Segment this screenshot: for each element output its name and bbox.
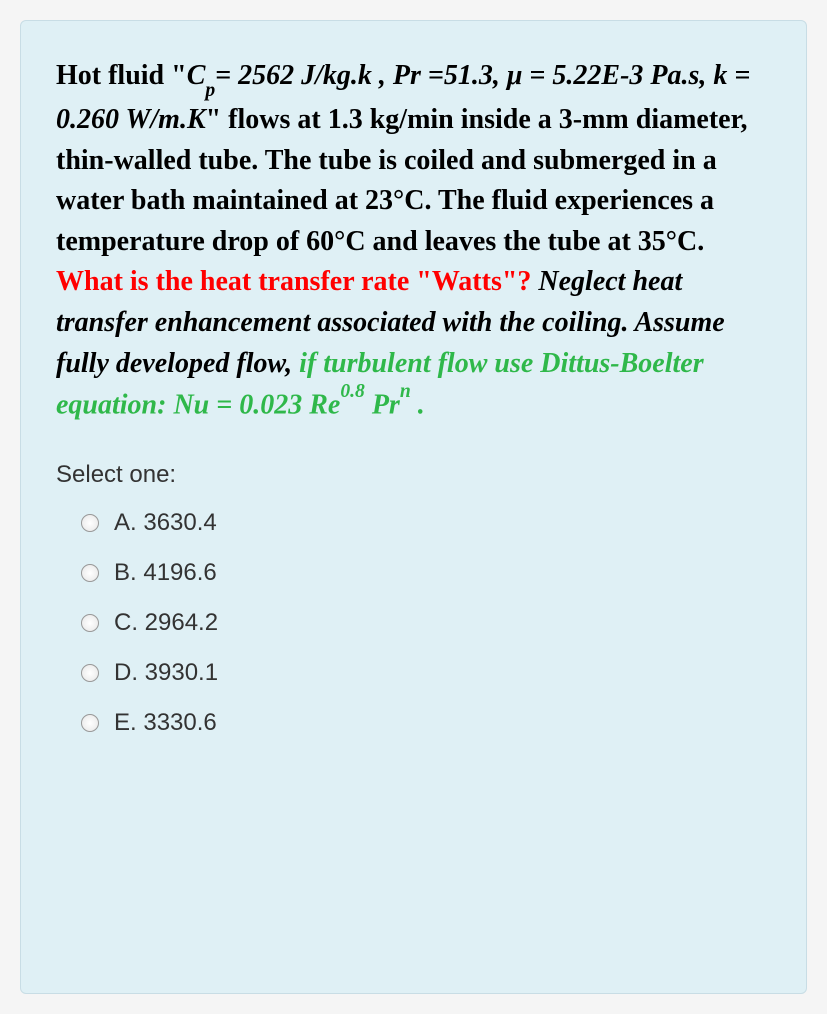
option-b[interactable]: B. 4196.6 [81, 559, 771, 587]
radio-icon[interactable] [81, 664, 99, 682]
option-c[interactable]: C. 2964.2 [81, 609, 771, 637]
option-e[interactable]: E. 3330.6 [81, 709, 771, 737]
radio-icon[interactable] [81, 514, 99, 532]
question-sup-1: 0.8 [340, 381, 365, 402]
question-equation-mid: Pr [365, 389, 400, 420]
option-label: A. 3630.4 [114, 509, 217, 537]
question-container: Hot fluid "Cp= 2562 J/kg.k , Pr =51.3, μ… [20, 20, 807, 994]
options-list: A. 3630.4 B. 4196.6 C. 2964.2 D. 3930.1 … [56, 509, 771, 737]
question-var-c: C [187, 60, 206, 91]
option-label: B. 4196.6 [114, 559, 217, 587]
question-ask: What is the heat transfer rate "Watts"? [56, 266, 538, 297]
option-label: D. 3930.1 [114, 659, 218, 687]
question-equation-end: . [411, 389, 425, 420]
question-sup-2: n [400, 381, 411, 402]
radio-icon[interactable] [81, 714, 99, 732]
select-one-label: Select one: [56, 461, 771, 489]
option-d[interactable]: D. 3930.1 [81, 659, 771, 687]
question-intro: Hot fluid " [56, 60, 187, 91]
radio-icon[interactable] [81, 614, 99, 632]
option-a[interactable]: A. 3630.4 [81, 509, 771, 537]
question-text: Hot fluid "Cp= 2562 J/kg.k , Pr =51.3, μ… [56, 56, 771, 426]
question-sub-p: p [205, 80, 215, 101]
option-label: C. 2964.2 [114, 609, 218, 637]
option-label: E. 3330.6 [114, 709, 217, 737]
radio-icon[interactable] [81, 564, 99, 582]
